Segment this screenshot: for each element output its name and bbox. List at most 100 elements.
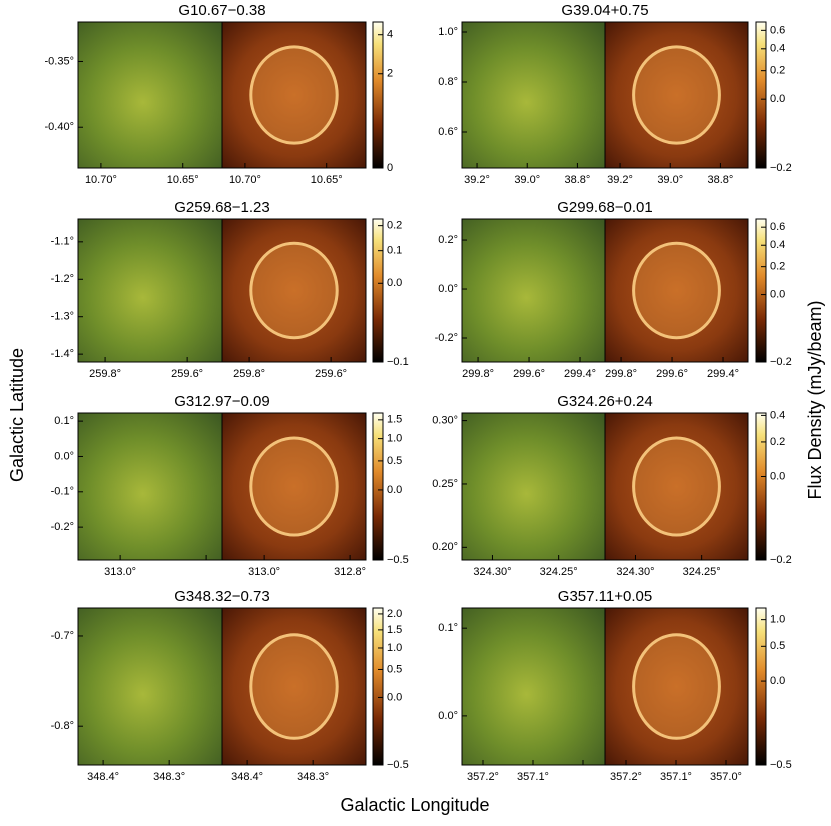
colorbar-tick-label: 1.5 — [387, 414, 402, 426]
colorbar-tick-label: 0.0 — [770, 470, 785, 482]
x-tick-label: 313.0° — [248, 566, 280, 578]
colorbar-tick-label: 0.0 — [770, 675, 785, 687]
colorbar — [755, 607, 767, 766]
x-tick-label: 357.1° — [660, 771, 692, 783]
y-tick-label: -0.35° — [45, 55, 74, 67]
colorbar-tick-label: 0.4 — [770, 409, 785, 421]
colorbar-tick-label: 0.4 — [770, 239, 785, 251]
panel-title: G10.67−0.38 — [178, 2, 265, 19]
colorbar-tick-label: 0.0 — [770, 288, 785, 300]
infrared-image — [78, 608, 222, 765]
y-tick-label: -0.1° — [51, 486, 74, 498]
y-tick-label: 1.0° — [438, 26, 458, 38]
panel-title: G357.11+0.05 — [558, 588, 652, 605]
x-tick-label: 348.3° — [153, 771, 185, 783]
y-tick-label: -0.2° — [435, 332, 458, 344]
x-tick-label: 299.6° — [656, 368, 688, 380]
colorbar-tick-label: 0.2 — [770, 65, 785, 77]
x-tick-label: 357.2° — [610, 771, 642, 783]
y-tick-label: -1.2° — [51, 273, 74, 285]
y-tick-label: 0.8° — [438, 76, 458, 88]
colorbar — [755, 412, 767, 561]
x-tick-label: 312.8° — [334, 566, 366, 578]
colorbar-tick-label: 0.5 — [387, 455, 402, 467]
x-tick-label: 299.6° — [513, 368, 545, 380]
colorbar-tick-label: 0.2 — [770, 261, 785, 273]
panel-title: G39.04+0.75 — [561, 2, 648, 19]
y-tick-label: -0.40° — [45, 121, 74, 133]
colorbar-tick-label: 0.0 — [387, 484, 402, 496]
x-tick-label: 38.8° — [707, 174, 733, 186]
panel-title: G259.68−1.23 — [174, 199, 270, 216]
x-tick-label: 348.4° — [231, 771, 263, 783]
x-tick-label: 10.70° — [229, 174, 261, 186]
colorbar-tick-label: 0.0 — [770, 93, 785, 105]
colorbar-tick-label: −0.2 — [770, 554, 792, 566]
colorbar-tick-label: −0.1 — [387, 356, 409, 368]
radio-shell — [249, 45, 339, 145]
y-tick-label: 0.0° — [438, 283, 458, 295]
x-tick-label: 348.4° — [87, 771, 119, 783]
colorbar-tick-label: 0.2 — [770, 436, 785, 448]
radio-shell — [249, 633, 339, 740]
x-tick-label: 357.0° — [710, 771, 742, 783]
x-tick-label: 39.2° — [464, 174, 490, 186]
colorbar-tick-label: −0.5 — [770, 759, 792, 771]
colorbar-tick-label: 2 — [387, 68, 393, 80]
x-tick-label: 10.65° — [311, 174, 343, 186]
x-tick-label: 38.8° — [564, 174, 590, 186]
x-tick-label: 324.30° — [616, 566, 654, 578]
colorbar-tick-label: 0.1 — [387, 245, 402, 257]
y-tick-label: 0.2° — [438, 234, 458, 246]
radio-shell — [249, 436, 339, 537]
infrared-image — [462, 219, 605, 362]
colorbar — [372, 412, 384, 561]
y-axis-label: Galactic Latitude — [7, 348, 27, 482]
x-tick-label: 348.3° — [297, 771, 329, 783]
x-tick-label: 299.8° — [462, 368, 494, 380]
colorbar-tick-label: 0.4 — [770, 43, 785, 55]
y-tick-label: -0.7° — [51, 630, 74, 642]
radio-shell — [632, 241, 721, 340]
infrared-image — [78, 22, 222, 168]
colorbar-tick-label: −0.5 — [387, 759, 409, 771]
colorbar — [372, 607, 384, 766]
panel-title: G324.26+0.24 — [557, 393, 653, 410]
x-tick-label: 39.0° — [657, 174, 683, 186]
x-tick-label: 259.8° — [233, 368, 265, 380]
y-tick-label: 0.1° — [438, 622, 458, 634]
colorbar-tick-label: 1.5 — [387, 624, 402, 636]
y-tick-label: -0.2° — [51, 521, 74, 533]
x-tick-label: 259.8° — [89, 368, 121, 380]
colorbar-tick-label: 0.6 — [770, 24, 785, 36]
infrared-image — [78, 413, 222, 560]
colorbar-tick-label: 4 — [387, 29, 393, 41]
colorbar-tick-label: −0.2 — [770, 356, 792, 368]
panel-title: G299.68−0.01 — [557, 199, 653, 216]
y-tick-label: 0.30° — [432, 415, 458, 427]
colorbar-tick-label: 0.5 — [387, 663, 402, 675]
y-tick-label: -1.1° — [51, 236, 74, 248]
x-tick-label: 324.25° — [683, 566, 721, 578]
colorbar-tick-label: 1.0 — [387, 642, 402, 654]
panel-title: G312.97−0.09 — [174, 393, 270, 410]
colorbar-label: Flux Density (mJy/beam) — [805, 300, 825, 499]
y-tick-label: -1.4° — [51, 348, 74, 360]
infrared-image — [462, 413, 605, 560]
colorbar — [755, 21, 767, 169]
y-tick-label: 0.25° — [432, 478, 458, 490]
radio-shell — [249, 241, 339, 340]
colorbar-tick-label: 0.0 — [387, 691, 402, 703]
radio-shell — [632, 45, 721, 145]
x-tick-label: 313.0° — [104, 566, 136, 578]
x-tick-label: 259.6° — [315, 368, 347, 380]
colorbar — [755, 218, 767, 363]
x-tick-label: 259.6° — [171, 368, 203, 380]
y-tick-label: 0.0° — [438, 710, 458, 722]
panel-title: G348.32−0.73 — [174, 588, 270, 605]
x-tick-label: 324.25° — [540, 566, 578, 578]
x-tick-label: 299.8° — [605, 368, 637, 380]
y-tick-label: -1.3° — [51, 311, 74, 323]
infrared-image — [78, 219, 222, 362]
